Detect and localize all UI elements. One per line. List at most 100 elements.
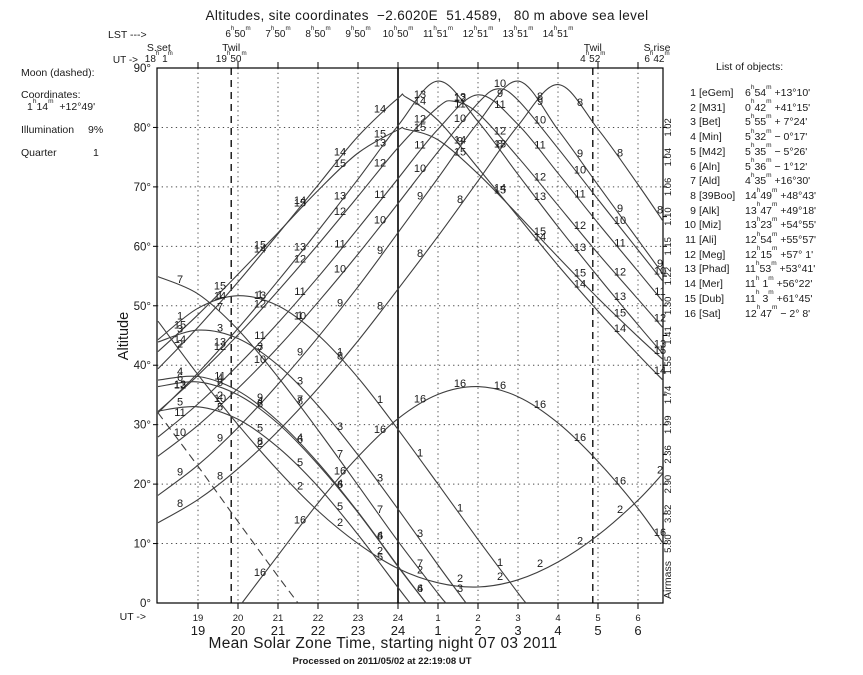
object-list-row: 8 [39Boo] 14h49m +48°43' — [676, 187, 816, 204]
curve-label: 6 — [257, 399, 263, 411]
object-number: 9 — [690, 204, 696, 217]
object-name: [M42] — [699, 145, 726, 158]
altitude-curve-Alk — [157, 80, 663, 496]
curve-label: 10 — [294, 311, 306, 323]
curve-label: 13 — [374, 138, 386, 150]
curve-label: 8 — [577, 97, 583, 109]
curve-label: 4 — [217, 372, 223, 384]
curve-label: 9 — [177, 467, 183, 479]
airmass-tick-label: 1.74 — [663, 386, 674, 405]
airmass-tick-label: 3.82 — [663, 505, 674, 524]
object-name: [Sat] — [699, 307, 721, 320]
curve-label: 2 — [377, 545, 383, 557]
curve-label: 13 — [174, 379, 186, 391]
ut-tick-label: 6 — [634, 623, 641, 638]
object-number: 6 — [690, 160, 696, 173]
object-coords: 11h53m +53°41' — [745, 260, 816, 276]
curve-label: 13 — [334, 190, 346, 202]
altitude-tick-label: 60° — [134, 241, 151, 253]
curve-label: 14 — [414, 95, 426, 107]
event-time-sunset: 18h 1m — [144, 49, 173, 65]
curve-label: 14 — [254, 244, 266, 256]
curve-label: 1 — [177, 310, 183, 322]
curve-label: 13 — [574, 242, 586, 254]
altitude-curve-Ald — [157, 276, 447, 604]
curve-label: 10 — [494, 78, 506, 90]
airmass-tick-label: 1.55 — [663, 356, 674, 375]
object-coords: 13h47m +49°18' — [745, 201, 817, 217]
curve-label: 9 — [617, 203, 623, 215]
curve-label: 1 — [217, 289, 223, 301]
curve-label: 4 — [297, 432, 303, 444]
altitude-tick-label: 80° — [134, 122, 151, 134]
lst-tick-label: 10h50m — [382, 24, 414, 40]
altitude-tick-label: 20° — [134, 479, 151, 491]
curve-label: 12 — [614, 267, 626, 279]
curve-label: 3 — [177, 324, 183, 336]
curve-label: 16 — [454, 378, 466, 390]
object-coords: 12h47m − 2° 8' — [745, 304, 811, 320]
ut-tick-label: 22 — [311, 623, 325, 638]
object-coords: 5h36m − 1°12' — [745, 157, 808, 173]
object-list-row: 6 [Aln] 5h36m − 1°12' — [676, 157, 816, 175]
altitude-curve-eGem — [157, 295, 527, 604]
curve-label: 2 — [337, 517, 343, 529]
object-coords: 11h 1m +56°22' — [745, 274, 813, 291]
object-list-row: 3 [Bet] 5h55m + 7°24' — [676, 113, 816, 130]
object-name: [Phad] — [699, 263, 730, 276]
ut-tick-label: 20 — [231, 623, 245, 638]
curve-label: 12 — [214, 341, 226, 353]
curve-label: 16 — [654, 527, 666, 539]
curve-label: 10 — [614, 215, 626, 227]
curve-label: 2 — [457, 573, 463, 585]
object-name: [Bet] — [699, 116, 721, 129]
altitude-curve-M42 — [157, 406, 411, 604]
curve-label: 4 — [377, 530, 383, 542]
ut-tick-label: 23 — [351, 623, 365, 638]
object-number: 13 — [684, 263, 696, 276]
curve-label: 9 — [497, 88, 503, 100]
curve-label: 11 — [454, 98, 465, 110]
altitude-curve-Sat — [241, 386, 663, 604]
object-coords: 13h23m +54°55' — [745, 215, 817, 232]
curve-label: 8 — [617, 148, 623, 160]
airmass-tick-label: 1.04 — [663, 148, 674, 167]
curve-label: 10 — [334, 264, 346, 276]
curve-label: 12 — [414, 113, 426, 125]
ut-tick-label-small: 5 — [595, 613, 600, 624]
curve-label: 9 — [257, 392, 263, 404]
curve-label: 11 — [414, 139, 425, 151]
curve-label: 5 — [217, 402, 223, 414]
curve-label: 2 — [497, 571, 503, 583]
curve-label: 16 — [414, 393, 426, 405]
lst-tick-label: 12h51m — [462, 24, 494, 40]
altitude-tick-label: 90° — [134, 63, 151, 75]
curve-label: 13 — [254, 290, 266, 302]
moon-illumination-value: 9% — [88, 124, 104, 136]
curve-label: 11 — [374, 189, 385, 201]
curve-label: 8 — [457, 194, 463, 206]
curve-label: 4 — [417, 583, 423, 595]
airmass-tick-label: 1.15 — [663, 237, 674, 256]
curve-label: 10 — [454, 113, 466, 125]
ut-tick-label-small: 24 — [393, 613, 404, 624]
curve-label: 9 — [537, 96, 543, 108]
curve-label: 14 — [374, 103, 386, 115]
altitude-tick-label: 50° — [134, 301, 151, 313]
curve-label: 5 — [257, 423, 263, 435]
curve-label: 3 — [297, 376, 303, 388]
object-number: 11 — [685, 234, 696, 247]
curve-label: 11 — [654, 286, 665, 298]
curve-label: 11 — [614, 238, 625, 250]
curve-label: 12 — [654, 312, 666, 324]
event-label-twilight_morning: Twil — [583, 42, 602, 54]
airmass-tick-label: 1.02 — [663, 118, 674, 136]
altitude-curve-M31 — [157, 320, 663, 588]
curve-label: 10 — [654, 266, 666, 278]
curve-label: 12 — [254, 299, 266, 311]
object-name: [Meg] — [699, 248, 726, 261]
object-name: [eGem] — [699, 87, 734, 99]
object-list: 1 [eGem] 6h54m +13°10' 2 [M31] 0h42m +41°15' 3… — [676, 84, 817, 321]
altitude-curve-Dub — [157, 126, 663, 361]
